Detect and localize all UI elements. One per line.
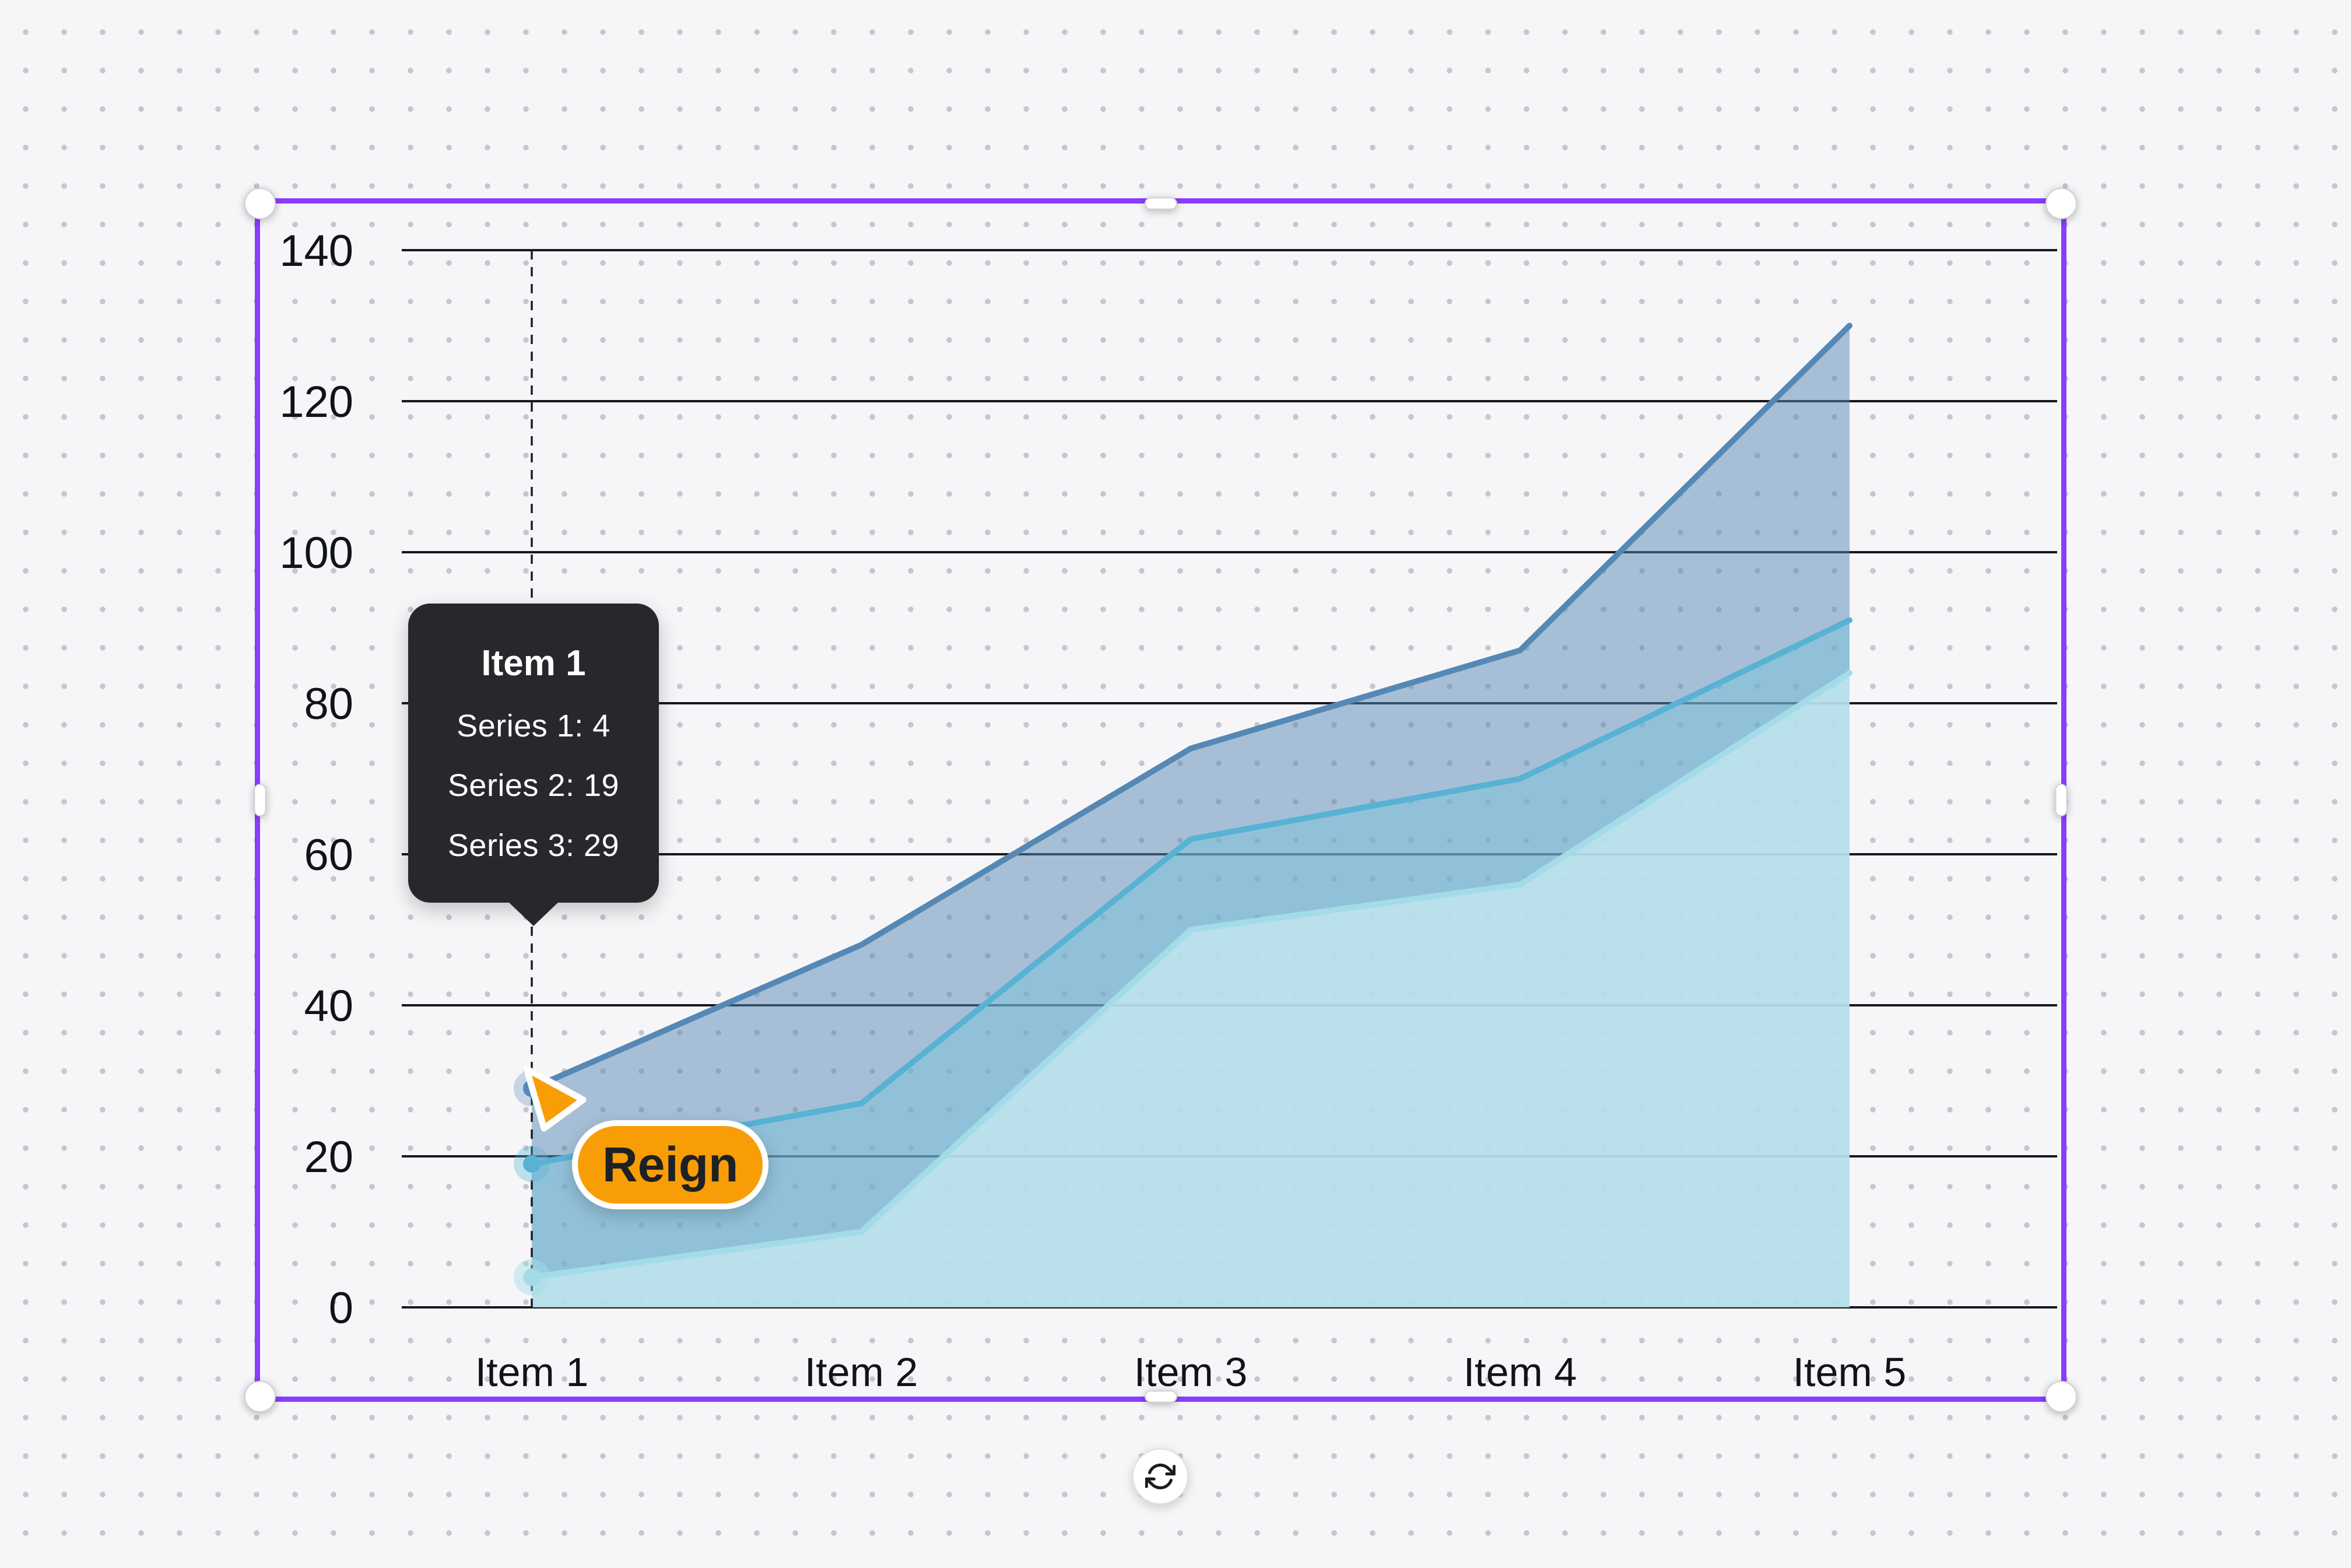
y-axis-tick-label: 120 xyxy=(279,377,353,427)
y-axis-tick-label: 100 xyxy=(279,528,353,578)
tooltip-row-series-2: Series 2: 19 xyxy=(447,768,620,804)
marker-dot-series-1[interactable] xyxy=(523,1268,541,1286)
tooltip-row-series-1: Series 1: 4 xyxy=(457,708,610,743)
y-axis-tick-label: 0 xyxy=(329,1283,353,1333)
y-axis-tick-label: 140 xyxy=(279,226,353,276)
rotate-button[interactable] xyxy=(1132,1448,1188,1504)
tooltip-title: Item 1 xyxy=(481,643,586,683)
x-axis-category-label: Item 4 xyxy=(1464,1349,1577,1395)
y-axis-tick-label: 40 xyxy=(304,981,353,1031)
rotate-icon xyxy=(1145,1463,1176,1490)
x-axis-category-label: Item 1 xyxy=(475,1349,589,1395)
series-line-series-3[interactable] xyxy=(529,322,1852,1092)
tooltip-row-series-3: Series 3: 29 xyxy=(447,828,620,864)
marker-dot-series-2[interactable] xyxy=(523,1155,541,1173)
series-line-series-1[interactable] xyxy=(529,670,1852,1281)
collaborator-name-badge: Reign xyxy=(572,1120,769,1209)
y-axis-tick-label: 80 xyxy=(304,679,353,729)
series-area-series-1[interactable] xyxy=(532,673,1850,1307)
x-axis-category-label: Item 2 xyxy=(805,1349,918,1395)
chart-tooltip: Item 1 Series 1: 4 Series 2: 19 Series 3… xyxy=(408,604,659,903)
series-line-series-2[interactable] xyxy=(529,617,1852,1167)
x-axis-category-label: Item 5 xyxy=(1793,1349,1907,1395)
y-axis-tick-label: 20 xyxy=(304,1132,353,1182)
x-axis-category-label: Item 3 xyxy=(1134,1349,1248,1395)
collaborator-cursor-icon xyxy=(523,1065,587,1132)
y-axis-tick-label: 60 xyxy=(304,830,353,880)
